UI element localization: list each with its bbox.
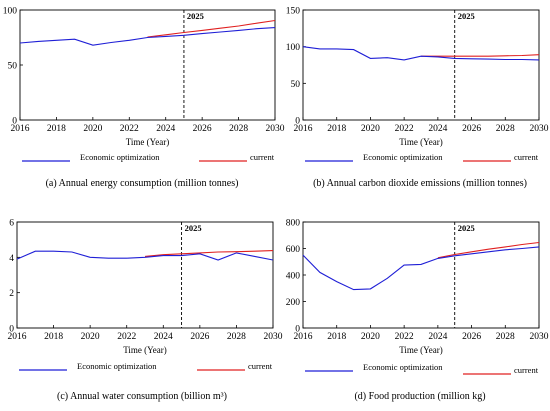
- year-2025-marker-label: 2025: [458, 223, 475, 233]
- x-tick-label: 2022: [395, 332, 414, 342]
- y-tick-label: 150: [286, 7, 301, 17]
- current-line: [144, 250, 274, 257]
- plot-frame: [302, 221, 540, 329]
- x-tick-label: 2026: [462, 124, 481, 134]
- x-tick-label: 2020: [81, 332, 100, 342]
- x-tick-label: 2024: [156, 124, 175, 134]
- y-tick-label: 50: [8, 62, 18, 72]
- legend-label-economic-optimization: Economic optimization: [363, 362, 443, 372]
- current-line: [437, 241, 540, 259]
- y-tick-label: 100: [3, 7, 18, 17]
- x-tick-label: 2022: [120, 124, 139, 134]
- y-tick-label: 2: [9, 289, 14, 299]
- legend-label-economic-optimization: Economic optimization: [80, 152, 160, 162]
- x-tick-label: 2022: [117, 332, 136, 342]
- x-tick-label: 2016: [8, 332, 27, 342]
- x-tick-label: 2026: [462, 332, 481, 342]
- legend-label-current: current: [514, 365, 539, 375]
- x-tick-label: 2024: [428, 124, 447, 134]
- year-2025-marker-label: 2025: [185, 223, 202, 233]
- plot-frame: [16, 221, 274, 329]
- legend-label-current: current: [514, 152, 539, 162]
- panel-caption: (a) Annual energy consumption (million t…: [46, 178, 239, 189]
- y-tick-label: 0: [9, 325, 14, 335]
- y-tick-label: 600: [286, 245, 301, 255]
- x-tick-label: 2020: [361, 124, 380, 134]
- x-tick-label: 2018: [44, 332, 63, 342]
- x-tick-label: 2028: [229, 124, 248, 134]
- legend-label-economic-optimization: Economic optimization: [77, 361, 157, 371]
- legend-label-current: current: [250, 152, 275, 162]
- x-tick-label: 2020: [83, 124, 102, 134]
- y-tick-label: 50: [291, 80, 301, 90]
- x-tick-label: 2028: [496, 332, 515, 342]
- y-tick-label: 4: [9, 254, 14, 264]
- y-tick-label: 6: [9, 219, 14, 229]
- x-axis-label: Time (Year): [126, 137, 170, 147]
- legend-label-economic-optimization: Economic optimization: [363, 152, 443, 162]
- x-tick-label: 2030: [530, 124, 549, 134]
- x-tick-label: 2028: [496, 124, 515, 134]
- plot-frame: [302, 9, 540, 121]
- x-tick-label: 2024: [428, 332, 447, 342]
- x-tick-label: 2020: [361, 332, 380, 342]
- x-axis-label: Time (Year): [399, 345, 443, 355]
- panel-caption: (d) Food production (million kg): [354, 391, 485, 402]
- y-tick-label: 400: [286, 272, 301, 282]
- economic-optimization-line: [19, 27, 276, 46]
- x-tick-label: 2026: [193, 124, 212, 134]
- current-line: [147, 19, 276, 38]
- x-tick-label: 2018: [327, 124, 346, 134]
- x-axis-label: Time (Year): [123, 345, 167, 355]
- economic-optimization-line: [302, 246, 540, 291]
- economic-optimization-line: [16, 250, 274, 261]
- x-tick-label: 2030: [530, 332, 549, 342]
- economic-optimization-line: [302, 46, 540, 61]
- year-2025-marker-label: 2025: [187, 11, 204, 21]
- x-tick-label: 2016: [11, 124, 30, 134]
- legend-label-current: current: [248, 361, 273, 371]
- x-tick-label: 2030: [264, 332, 283, 342]
- y-tick-label: 800: [286, 219, 301, 229]
- x-tick-label: 2030: [266, 124, 285, 134]
- chart-panel-2: 0 50 100 150 2016 2018 2020 2022 2024 2026 2028 203…: [286, 7, 549, 190]
- x-tick-label: 2016: [294, 124, 313, 134]
- current-line: [421, 54, 540, 57]
- y-tick-label: 0: [295, 325, 300, 335]
- panel-caption: (c) Annual water consumption (billion m³…: [57, 391, 227, 402]
- x-tick-label: 2028: [227, 332, 246, 342]
- panel-caption: (b) Annual carbon dioxide emissions (mil…: [313, 178, 527, 189]
- y-tick-label: 100: [286, 43, 301, 53]
- y-tick-label: 0: [12, 117, 17, 127]
- year-2025-marker-label: 2025: [458, 11, 475, 21]
- x-tick-label: 2026: [190, 332, 209, 342]
- x-axis-label: Time (Year): [399, 137, 443, 147]
- y-tick-label: 0: [295, 117, 300, 127]
- x-tick-label: 2018: [327, 332, 346, 342]
- x-tick-label: 2024: [154, 332, 173, 342]
- x-tick-label: 2022: [395, 124, 414, 134]
- chart-panel-4: 0 200 400 600 800 2016 2018 2020 2022 2024 2026 202…: [286, 219, 549, 403]
- x-tick-label: 2016: [294, 332, 313, 342]
- chart-panel-1: 0 50 100 2016 2018 2020 2022 2024 2026 2028 2030 Ti…: [3, 7, 285, 190]
- y-tick-label: 200: [286, 298, 301, 308]
- x-tick-label: 2018: [47, 124, 66, 134]
- chart-panel-3: 0 2 4 6 2016 2018 2020 2022 2024 2026 2028 2030 Time…: [8, 219, 283, 403]
